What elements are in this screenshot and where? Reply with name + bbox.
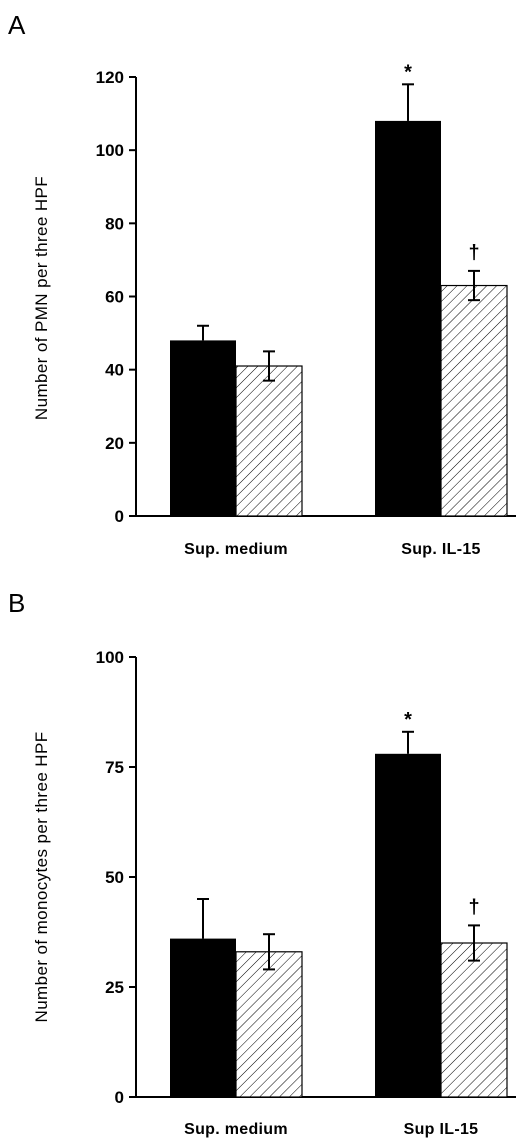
panel-a-plot: 0 20 40 60 80 100 120 Sup. medium Sup. IL-15 * † [96,61,516,558]
panel-a-significance-mark: * [404,61,412,83]
panel-b-bar [375,753,441,1097]
panel-a-y-axis-title: Number of PMN per three HPF [32,176,51,420]
panel-a-y-tick-label: 80 [105,214,124,233]
panel-b-y-tick-label: 50 [105,868,124,887]
panel-a-bar [375,120,441,517]
panel-a-significance-mark: † [468,242,479,264]
panel-a-y-tick-label: 120 [96,68,124,87]
panel-b-y-tick-label: 25 [105,978,124,997]
panel-a-y-tick-label: 0 [115,507,124,526]
panel-b: B Number of monocytes per three HPF 0 25 5… [8,588,516,1138]
panel-letter-a: A [8,10,26,40]
panel-a-bar [235,365,303,517]
panel-b-category-label: Sup. medium [184,1121,288,1138]
panel-b-category-label: Sup IL-15 [404,1121,479,1138]
panel-a-category-label: Sup. medium [184,541,288,558]
panel-b-bar [440,942,508,1098]
panel-a-bar [170,340,236,516]
panel-a: A Number of PMN per three HPF 0 20 40 60 80 1… [8,10,516,558]
panel-a-y-tick-label: 40 [105,361,124,380]
panel-b-bar [235,951,303,1098]
panel-a-category-label: Sup. IL-15 [401,541,480,558]
panel-a-y-tick-label: 60 [105,288,124,307]
panel-b-y-axis-title: Number of monocytes per three HPF [32,732,51,1023]
panel-b-y-tick-label: 75 [105,758,124,777]
panel-a-y-tick-label: 100 [96,141,124,160]
panel-b-significance-mark: * [404,709,412,731]
panel-b-y-tick-label: 100 [96,648,124,667]
panel-b-plot: 0 25 50 75 100 Sup. medium Sup IL-15 * † [96,648,516,1138]
panel-letter-b: B [8,588,25,618]
panel-b-significance-mark: † [468,896,479,918]
panel-a-y-tick-label: 20 [105,434,124,453]
panel-b-y-tick-label: 0 [115,1088,124,1107]
panel-a-bar [440,284,508,517]
panel-b-bar [170,938,236,1097]
